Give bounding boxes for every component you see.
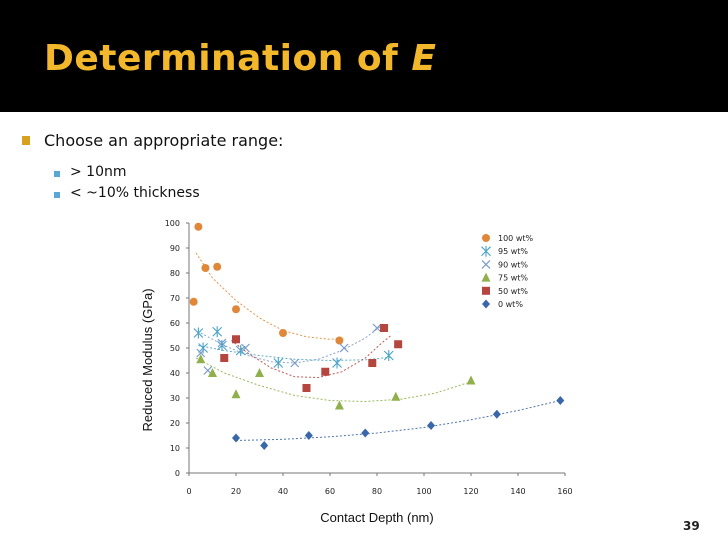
sub-bullet-thickness: < ~10% thickness xyxy=(70,185,200,201)
data-point-75wt xyxy=(466,375,476,385)
legend-marker xyxy=(481,272,491,282)
data-point-0wt xyxy=(232,433,240,443)
data-point-100wt xyxy=(194,222,203,231)
legend-label: 100 wt% xyxy=(498,234,533,243)
data-point-0wt xyxy=(556,396,565,405)
y-tick-label: 70 xyxy=(170,294,180,303)
y-tick-label: 50 xyxy=(170,344,180,353)
x-tick-label: 40 xyxy=(278,487,288,496)
data-point-95wt xyxy=(193,327,204,339)
x-tick-label: 80 xyxy=(372,487,382,496)
data-point-95wt xyxy=(212,326,223,338)
data-point-0wt xyxy=(427,421,436,430)
data-point-95wt xyxy=(235,345,246,356)
y-tick-label: 30 xyxy=(170,394,180,403)
legend-label: 50 wt% xyxy=(498,287,528,296)
legend-marker xyxy=(482,234,490,242)
data-point-90wt xyxy=(372,323,382,333)
y-axis-label: Reduced Modulus (GPa) xyxy=(140,288,155,431)
data-point-0wt xyxy=(304,431,313,440)
data-point-90wt xyxy=(217,338,227,348)
legend-marker xyxy=(482,286,490,295)
y-tick-label: 100 xyxy=(165,219,180,228)
y-tick-label: 0 xyxy=(175,469,180,478)
data-point-50wt xyxy=(220,354,229,362)
data-point-75wt xyxy=(255,368,264,377)
data-point-50wt xyxy=(394,340,403,349)
y-tick-label: 40 xyxy=(170,369,180,378)
trend-line-95wt xyxy=(198,345,394,362)
data-point-75wt xyxy=(334,400,344,410)
trend-line-50wt xyxy=(230,335,392,379)
data-point-100wt xyxy=(189,297,198,306)
data-point-95wt xyxy=(383,350,394,361)
x-tick-label: 0 xyxy=(186,487,191,496)
x-tick-label: 140 xyxy=(510,487,525,496)
bullet-square-icon xyxy=(22,136,30,145)
slide-title-italic: E xyxy=(411,38,437,79)
x-tick-label: 20 xyxy=(231,487,241,496)
x-axis-label: Contact Depth (nm) xyxy=(320,510,433,525)
legend-label: 90 wt% xyxy=(498,260,528,269)
data-point-90wt xyxy=(339,343,349,353)
data-point-90wt xyxy=(240,343,250,353)
legend-label: 0 wt% xyxy=(498,300,523,309)
data-point-100wt xyxy=(335,336,344,345)
y-tick-label: 60 xyxy=(170,319,180,328)
legend-marker xyxy=(481,259,491,269)
data-point-50wt xyxy=(368,359,377,367)
data-point-90wt xyxy=(290,358,300,368)
data-point-95wt xyxy=(198,342,208,354)
trend-line-100wt xyxy=(195,252,345,340)
legend-label: 75 wt% xyxy=(498,274,528,283)
data-point-75wt xyxy=(391,391,401,401)
data-point-75wt xyxy=(231,389,241,399)
trend-line-0wt xyxy=(235,400,561,441)
data-point-50wt xyxy=(302,384,311,392)
x-tick-label: 100 xyxy=(416,487,431,496)
x-tick-label: 60 xyxy=(325,487,335,496)
data-point-75wt xyxy=(196,354,206,364)
data-point-90wt xyxy=(196,348,206,358)
x-tick-label: 120 xyxy=(463,487,478,496)
data-point-50wt xyxy=(321,367,330,376)
y-tick-label: 80 xyxy=(170,269,180,278)
data-point-50wt xyxy=(380,324,389,332)
data-point-75wt xyxy=(208,368,217,377)
trend-line-75wt xyxy=(195,357,472,403)
data-point-0wt xyxy=(492,409,501,419)
title-bar: Determination of E xyxy=(0,0,728,112)
y-tick-label: 20 xyxy=(170,419,180,428)
data-point-0wt xyxy=(260,441,269,450)
sub-bullet-icon xyxy=(54,171,60,177)
legend-marker xyxy=(481,245,491,257)
data-point-0wt xyxy=(361,428,370,438)
page-number: 39 xyxy=(683,519,700,533)
sub-bullet-depth: > 10nm xyxy=(70,164,127,180)
legend-marker xyxy=(482,299,490,309)
data-point-100wt xyxy=(201,264,210,272)
data-point-50wt xyxy=(232,335,240,344)
slide-title: Determination of E xyxy=(44,38,436,79)
data-point-95wt xyxy=(273,357,284,369)
data-point-100wt xyxy=(213,262,222,271)
x-tick-label: 160 xyxy=(557,487,572,496)
data-point-100wt xyxy=(232,305,240,314)
data-point-100wt xyxy=(279,329,287,337)
bullet-choose-range: Choose an appropriate range: xyxy=(44,131,284,150)
y-tick-label: 10 xyxy=(170,444,180,453)
legend-label: 95 wt% xyxy=(498,247,528,256)
data-point-95wt xyxy=(332,357,342,369)
data-point-95wt xyxy=(217,340,227,351)
sub-bullet-icon xyxy=(54,192,60,198)
y-tick-label: 90 xyxy=(170,244,180,253)
slide-title-text: Determination of xyxy=(44,38,412,79)
